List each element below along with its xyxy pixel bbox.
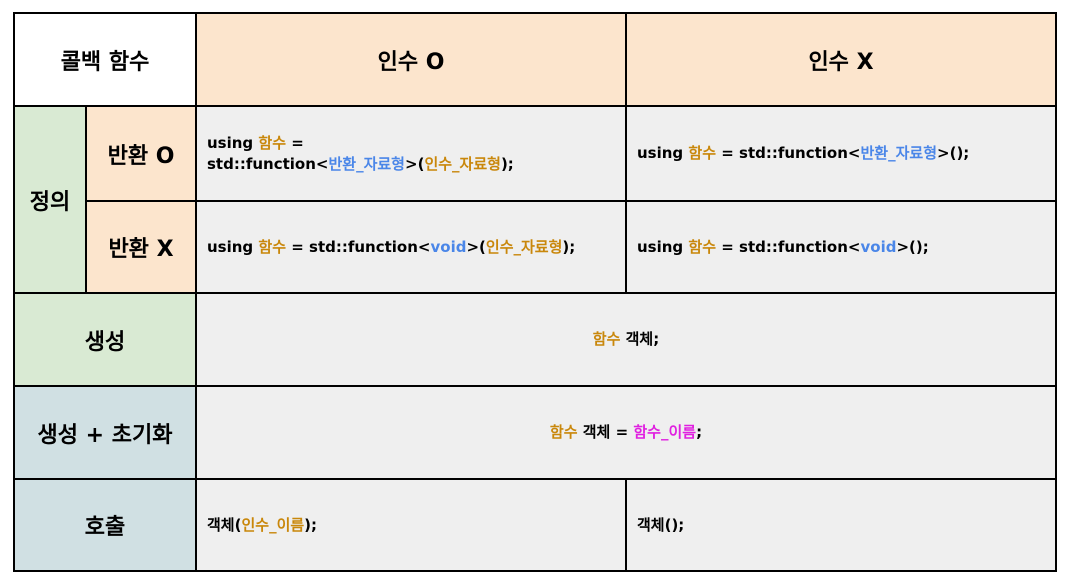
cell-call-with-args: 객체(인수_이름); (195, 478, 627, 572)
code-punct: ); (500, 154, 514, 173)
code-def-return-with-args: using 함수 = std::function<반환_자료형>(인수_자료형)… (207, 133, 514, 175)
code-punct: >(); (937, 144, 970, 162)
column-header-no-args: 인수 X (625, 12, 1057, 107)
code-def-void-no-args: using 함수 = std::function<void>(); (637, 237, 929, 258)
column-header-with-args-label: 인수 O (377, 49, 445, 75)
code-arg-type: 인수_자료형 (424, 154, 501, 173)
cell-def-return-with-args: using 함수 = std::function<반환_자료형>(인수_자료형)… (195, 105, 627, 202)
code-punct: >(); (896, 237, 929, 256)
code-object-decl: 객체 = (577, 423, 634, 441)
code-std-function: = std::function< (286, 237, 431, 256)
row-header-return-yes-label: 반환 O (107, 143, 175, 169)
code-keyword: using (637, 237, 689, 256)
code-func-alias: 함수 (688, 237, 716, 256)
code-return-type: 반환_자료형 (328, 154, 405, 173)
cell-def-void-with-args: using 함수 = std::function<void>(인수_자료형); (195, 200, 627, 294)
row-header-call-label: 호출 (84, 515, 126, 540)
code-std-function: = std::function< (716, 237, 861, 256)
header-corner: 콜백 함수 (13, 12, 197, 107)
header-corner-label: 콜백 함수 (60, 49, 150, 75)
code-def-return-no-args: using 함수 = std::function<반환_자료형>(); (637, 143, 969, 164)
column-header-with-args: 인수 O (195, 12, 627, 107)
code-std-function: std::function< (207, 154, 329, 173)
row-header-definition: 정의 (13, 105, 87, 294)
code-punct: ); (304, 515, 318, 534)
code-void-type: void (430, 237, 467, 256)
code-func-alias: 함수 (592, 330, 621, 348)
cell-create: 함수 객체; (195, 292, 1057, 387)
cell-def-void-no-args: using 함수 = std::function<void>(); (625, 200, 1057, 294)
code-func-name: 함수_이름 (633, 423, 697, 441)
row-header-definition-label: 정의 (29, 189, 71, 215)
code-call-no-args: 객체(); (637, 515, 684, 536)
code-punct: ); (562, 237, 576, 256)
row-header-create-init-label: 생성 + 초기화 (37, 422, 173, 448)
row-header-return-no-label: 반환 X (108, 237, 174, 262)
row-header-call: 호출 (13, 478, 197, 572)
code-call-with-args: 객체(인수_이름); (207, 515, 317, 536)
code-func-alias: 함수 (688, 144, 716, 162)
code-func-alias: 함수 (258, 237, 286, 256)
code-create-init: 함수 객체 = 함수_이름; (550, 422, 702, 443)
code-keyword: using (637, 144, 689, 162)
code-object-call: 객체( (207, 515, 242, 534)
cell-call-no-args: 객체(); (625, 478, 1057, 572)
code-func-alias: 함수 (258, 133, 286, 152)
code-keyword: using (207, 237, 259, 256)
code-object-decl: 객체; (620, 330, 660, 348)
code-punct: >( (405, 154, 425, 173)
row-header-return-no: 반환 X (85, 200, 197, 294)
code-keyword: using (207, 133, 259, 152)
code-std-function: = std::function< (716, 144, 861, 162)
cell-def-return-no-args: using 함수 = std::function<반환_자료형>(); (625, 105, 1057, 202)
row-header-create-label: 생성 (84, 329, 126, 355)
code-create: 함수 객체; (593, 329, 659, 350)
code-arg-name: 인수_이름 (241, 515, 305, 534)
code-return-type: 반환_자료형 (860, 144, 938, 162)
code-def-void-with-args: using 함수 = std::function<void>(인수_자료형); (207, 237, 575, 258)
row-header-create-init: 생성 + 초기화 (13, 385, 197, 480)
column-header-no-args-label: 인수 X (808, 49, 874, 75)
code-void-type: void (860, 237, 897, 256)
code-punct: >( (466, 237, 486, 256)
code-func-alias: 함수 (549, 423, 578, 441)
code-arg-type: 인수_자료형 (485, 237, 563, 256)
code-object-call: 객체(); (637, 515, 685, 534)
cell-create-init: 함수 객체 = 함수_이름; (195, 385, 1057, 480)
row-header-return-yes: 반환 O (85, 105, 197, 202)
row-header-create: 생성 (13, 292, 197, 387)
code-punct: ; (696, 423, 703, 441)
code-equals: = (286, 133, 304, 152)
